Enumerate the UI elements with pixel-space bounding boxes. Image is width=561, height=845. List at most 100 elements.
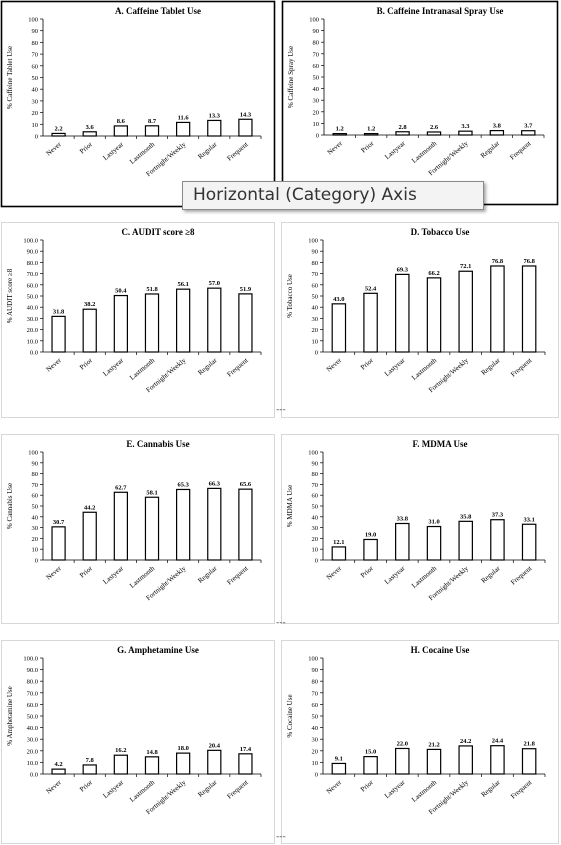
- y-axis-label: % Caffeine Spray Use: [287, 46, 295, 108]
- y-tick-label: 90.0: [27, 667, 38, 674]
- bar: [331, 303, 347, 353]
- bar-value-label: 3.7: [524, 123, 533, 130]
- y-tick-label: 30.0: [27, 316, 38, 323]
- y-axis-label: % Amphetamine Use: [6, 686, 14, 746]
- bar: [113, 294, 128, 353]
- y-tick-label: 0: [35, 134, 38, 141]
- y-tick-label: 100: [308, 238, 318, 245]
- bar-value-label: 4.2: [55, 761, 63, 768]
- x-tick-label: Lastyear: [383, 778, 407, 800]
- bar-value-label: 17.4: [240, 746, 252, 753]
- bar: [51, 315, 66, 353]
- bar-value-label: 24.2: [460, 738, 471, 745]
- bar: [82, 308, 97, 353]
- bar: [489, 129, 505, 136]
- y-tick-label: 20: [313, 109, 320, 116]
- chart-title: C. AUDIT score ≥8: [121, 227, 195, 237]
- x-tick-label: Lastmonth: [410, 778, 438, 804]
- x-tick-label: Never: [45, 356, 64, 374]
- y-tick-label: 80: [32, 471, 39, 478]
- bar-value-label: 76.8: [523, 258, 535, 265]
- bar: [207, 287, 222, 353]
- y-tick-label: 20: [32, 536, 39, 543]
- chart-svg: A. Caffeine Tablet Use % Caffeine Tablet …: [0, 0, 276, 208]
- bar-value-label: 35.8: [460, 513, 472, 520]
- y-tick-label: 40.0: [27, 725, 38, 732]
- y-tick-label: 30: [312, 737, 319, 744]
- chart-svg: F. MDMA Use % MDMA Use 0 10 20 30 40 50 60 70 80 90…: [281, 434, 559, 624]
- y-tick-label: 50: [32, 75, 39, 82]
- y-tick-label: 0: [35, 558, 38, 565]
- bar-value-label: 43.0: [333, 296, 344, 303]
- y-tick-label: 70: [32, 482, 39, 489]
- bar: [207, 749, 222, 775]
- bar: [521, 748, 537, 775]
- chart-border: [281, 434, 559, 624]
- chart-title: F. MDMA Use: [413, 439, 468, 449]
- bar-value-label: 21.2: [428, 741, 439, 748]
- y-tick-label: 10: [32, 122, 39, 129]
- y-tick-label: 70: [32, 52, 39, 59]
- x-tick-label: Regular: [196, 356, 219, 377]
- y-tick-label: 0: [315, 350, 318, 357]
- bar: [238, 118, 253, 137]
- y-tick-label: 100: [28, 450, 38, 457]
- x-tick-label: Lastyear: [102, 564, 126, 586]
- chart-border: [1, 640, 275, 844]
- bar-value-label: 69.3: [397, 266, 409, 273]
- chart-panel-g: G. Amphetamine Use % Amphetamine Use 0.0 10…: [1, 640, 275, 844]
- x-tick-label: Frequent: [226, 140, 250, 162]
- bar-value-label: 20.4: [209, 742, 221, 749]
- y-tick-label: 70: [312, 482, 319, 489]
- y-tick-label: 100: [308, 656, 318, 663]
- panel-resize-handle: ---: [276, 405, 286, 415]
- bar-value-label: 66.3: [209, 480, 221, 487]
- bar: [363, 538, 378, 561]
- chart-svg: E. Cannabis Use % Cannabis Use 0 10 20 30 40 50…: [1, 434, 275, 624]
- y-tick-label: 60: [32, 493, 39, 500]
- bar: [395, 747, 410, 775]
- chart-border: [1, 222, 275, 418]
- y-tick-label: 40: [312, 725, 319, 732]
- bar: [144, 756, 160, 775]
- y-tick-label: 30: [312, 316, 319, 323]
- bar-value-label: 65.3: [177, 481, 189, 488]
- y-tick-label: 80.0: [27, 679, 38, 686]
- bar: [238, 753, 253, 775]
- bar-value-label: 14.8: [146, 749, 158, 756]
- y-tick-label: 60.0: [27, 702, 38, 709]
- chart-panel-a: A. Caffeine Tablet Use % Caffeine Tablet …: [0, 0, 276, 208]
- x-tick-label: Frequent: [509, 778, 533, 800]
- y-tick-label: 90: [312, 460, 319, 467]
- bar-value-label: 76.8: [492, 258, 504, 265]
- chart-title: G. Amphetamine Use: [117, 645, 199, 655]
- x-tick-label: Regular: [480, 564, 503, 585]
- bar: [51, 132, 66, 137]
- x-tick-label: Never: [325, 778, 344, 796]
- y-axis-label: % Cocaine Use: [286, 694, 294, 737]
- y-tick-label: 20: [312, 536, 319, 543]
- chart-border: [281, 222, 559, 418]
- x-tick-label: Prior: [359, 564, 375, 580]
- y-tick-label: 20: [312, 748, 319, 755]
- y-tick-label: 70: [313, 51, 320, 58]
- bar: [51, 526, 66, 561]
- bar-value-label: 65.6: [240, 481, 252, 488]
- bar: [458, 130, 473, 136]
- x-tick-label: Frequent: [226, 778, 250, 800]
- bar: [176, 752, 191, 775]
- x-tick-label: Lastmonth: [128, 778, 156, 804]
- bar-value-label: 31.8: [53, 308, 65, 315]
- y-tick-label: 90.0: [27, 249, 38, 256]
- x-tick-label: Lastyear: [102, 356, 126, 378]
- bar: [395, 273, 410, 353]
- bar: [207, 487, 222, 561]
- bar: [113, 125, 128, 137]
- bar-value-label: 38.2: [84, 301, 95, 308]
- chart-title: B. Caffeine Intranasal Spray Use: [377, 6, 504, 16]
- y-tick-label: 10: [312, 547, 319, 554]
- y-tick-label: 90: [32, 460, 39, 467]
- bar-value-label: 2.8: [399, 124, 408, 131]
- y-tick-label: 50.0: [27, 714, 38, 721]
- bar-value-label: 33.8: [397, 515, 409, 522]
